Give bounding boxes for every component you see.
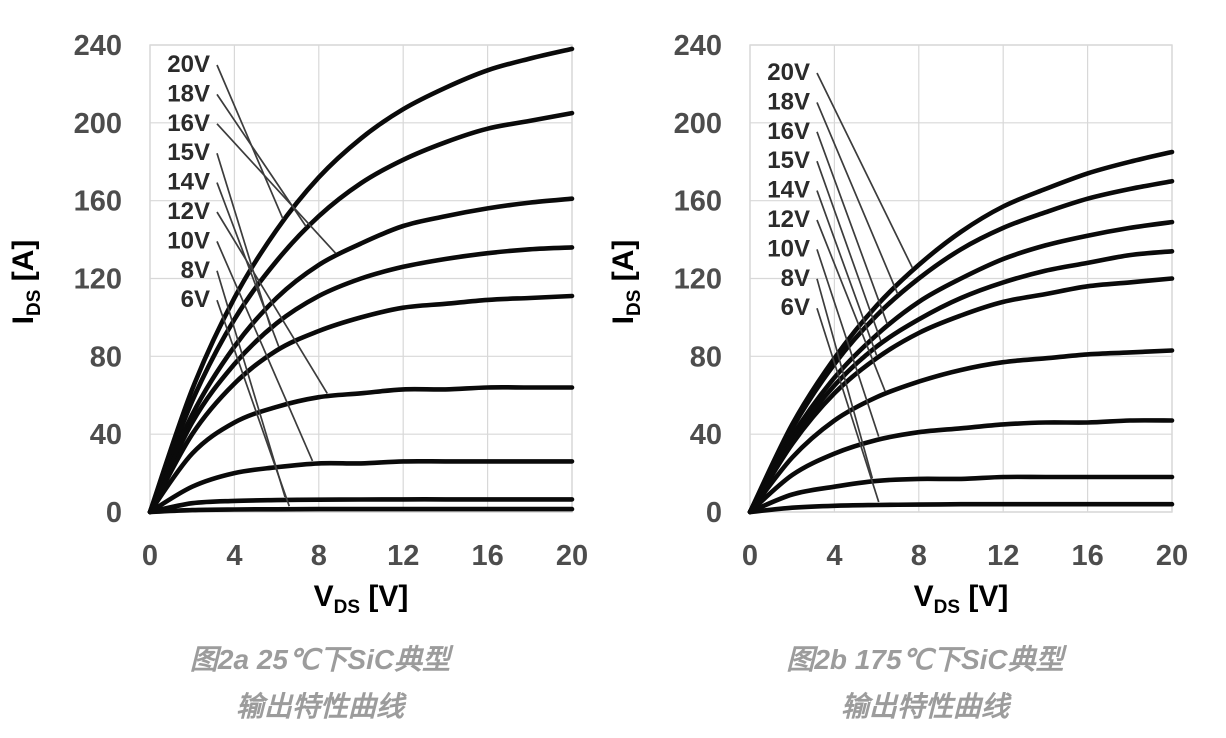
caption-25c: 图2a 25℃下SiC典型 输出特性曲线 <box>0 636 640 730</box>
leader-line-14v <box>216 182 280 347</box>
series-label-6v: 6V <box>181 286 210 313</box>
x-tick-label: 12 <box>987 540 1019 572</box>
curve-vgs-12v <box>747 348 1175 515</box>
leader-line-16v <box>216 123 337 254</box>
x-tick-label: 4 <box>226 540 242 572</box>
curve-vgs-6v <box>747 501 1175 515</box>
y-axis-title-1: IDS [A] <box>607 240 645 325</box>
output-characteristics-plot-175c: 20V18V16V15V14V12V10V8V6V040801201602002… <box>607 30 1188 618</box>
x-tick-label: 8 <box>911 540 927 572</box>
curve-vgs-8v <box>147 497 575 515</box>
x-tick-label: 0 <box>742 540 758 572</box>
curve-vgs-16v <box>747 219 1175 515</box>
y-tick-label: 80 <box>90 341 122 373</box>
chart-panel-25c: 20V 18V 16V 15V 14V 12V 10V 8V 6V 0 40 80 120 160 200 2… <box>0 0 600 625</box>
x-tick-label: 12 <box>387 540 419 572</box>
series-label-14v: 14V <box>167 169 210 196</box>
x-tick-label: 16 <box>471 540 503 572</box>
series-label-10v: 10V <box>767 235 810 262</box>
x-tick-label: 20 <box>1156 540 1188 572</box>
series-label-8v: 8V <box>181 257 210 284</box>
y-tick-label: 40 <box>90 419 122 451</box>
caption-175c-line1: 图2b 175℃下SiC典型 <box>786 644 1064 675</box>
leader-line-20v <box>816 72 914 269</box>
curve-vgs-10v <box>747 418 1175 515</box>
leader-line-10v <box>216 241 314 462</box>
curve-vgs-8v <box>747 474 1175 515</box>
y-tick-label: 240 <box>674 30 722 62</box>
series-label-20v: 20V <box>167 51 210 78</box>
series-label-20v: 20V <box>767 59 810 86</box>
caption-175c-line2: 输出特性曲线 <box>840 691 1009 722</box>
x-tick-label: 20 <box>556 540 588 572</box>
y-axis-title-0: IDS [A] <box>7 240 45 325</box>
y-tick-label: 0 <box>706 497 722 529</box>
x-tick-label: 0 <box>142 540 158 572</box>
curve-vgs-10v <box>147 458 575 515</box>
caption-25c-line2: 输出特性曲线 <box>235 691 404 722</box>
y-tick-label: 40 <box>690 419 722 451</box>
series-label-16v: 16V <box>167 110 210 137</box>
x-tick-label: 16 <box>1071 540 1103 572</box>
curve-vgs-14v <box>747 276 1175 515</box>
series-label-15v: 15V <box>167 139 210 166</box>
curve-vgs-14v <box>147 293 575 515</box>
y-tick-label: 120 <box>74 264 122 296</box>
leader-line-15v <box>216 152 272 327</box>
curve-vgs-12v <box>147 385 575 515</box>
y-tick-label: 160 <box>674 186 722 218</box>
leader-line-6v <box>816 307 880 503</box>
series-label-16v: 16V <box>767 118 810 145</box>
leader-line-15v <box>816 160 882 342</box>
output-characteristics-plot-25c: 20V18V16V15V14V12V10V8V6V040801201602002… <box>7 30 588 618</box>
curve-vgs-15v <box>147 245 575 515</box>
series-label-18v: 18V <box>167 80 210 107</box>
series-label-8v: 8V <box>781 265 810 292</box>
series-label-18v: 18V <box>767 88 810 115</box>
curve-vgs-15v <box>747 249 1175 515</box>
curve-vgs-18v <box>747 178 1175 515</box>
series-label-15v: 15V <box>767 147 810 174</box>
series-label-12v: 12V <box>167 198 210 225</box>
y-tick-label: 160 <box>74 186 122 218</box>
leader-line-12v <box>216 211 328 394</box>
y-tick-label: 120 <box>674 264 722 296</box>
leader-line-12v <box>816 219 886 392</box>
leader-line-18v <box>816 102 899 295</box>
series-label-10v: 10V <box>167 227 210 254</box>
series-label-12v: 12V <box>767 206 810 233</box>
leader-line-14v <box>816 190 878 356</box>
y-tick-label: 0 <box>106 497 122 529</box>
y-tick-label: 80 <box>690 341 722 373</box>
x-axis-title-1: VDS [V] <box>914 580 1009 618</box>
y-tick-label: 240 <box>74 30 122 62</box>
leader-line-10v <box>816 249 880 437</box>
curve-vgs-18v <box>147 110 575 515</box>
x-tick-label: 4 <box>826 540 842 572</box>
leader-line-16v <box>816 131 888 324</box>
curve-vgs-20v <box>147 46 575 515</box>
caption-25c-line1: 图2a 25℃下SiC典型 <box>189 644 451 675</box>
y-tick-label: 200 <box>674 108 722 140</box>
chart-panel-175c: 20V 18V 16V 15V 14V 12V 10V 8V 6V 0 40 80 120 160 200 2… <box>600 0 1226 625</box>
plot-border <box>149 44 573 513</box>
series-label-14v: 14V <box>767 177 810 204</box>
series-label-6v: 6V <box>781 294 810 321</box>
x-tick-label: 8 <box>311 540 327 572</box>
caption-175c: 图2b 175℃下SiC典型 输出特性曲线 <box>600 636 1226 730</box>
leader-line-6v <box>216 299 291 507</box>
y-tick-label: 200 <box>74 108 122 140</box>
curve-vgs-20v <box>747 149 1175 515</box>
x-axis-title-0: VDS [V] <box>314 580 409 618</box>
curve-vgs-16v <box>147 196 575 515</box>
curve-vgs-6v <box>147 506 575 515</box>
leader-line-8v <box>816 278 874 479</box>
